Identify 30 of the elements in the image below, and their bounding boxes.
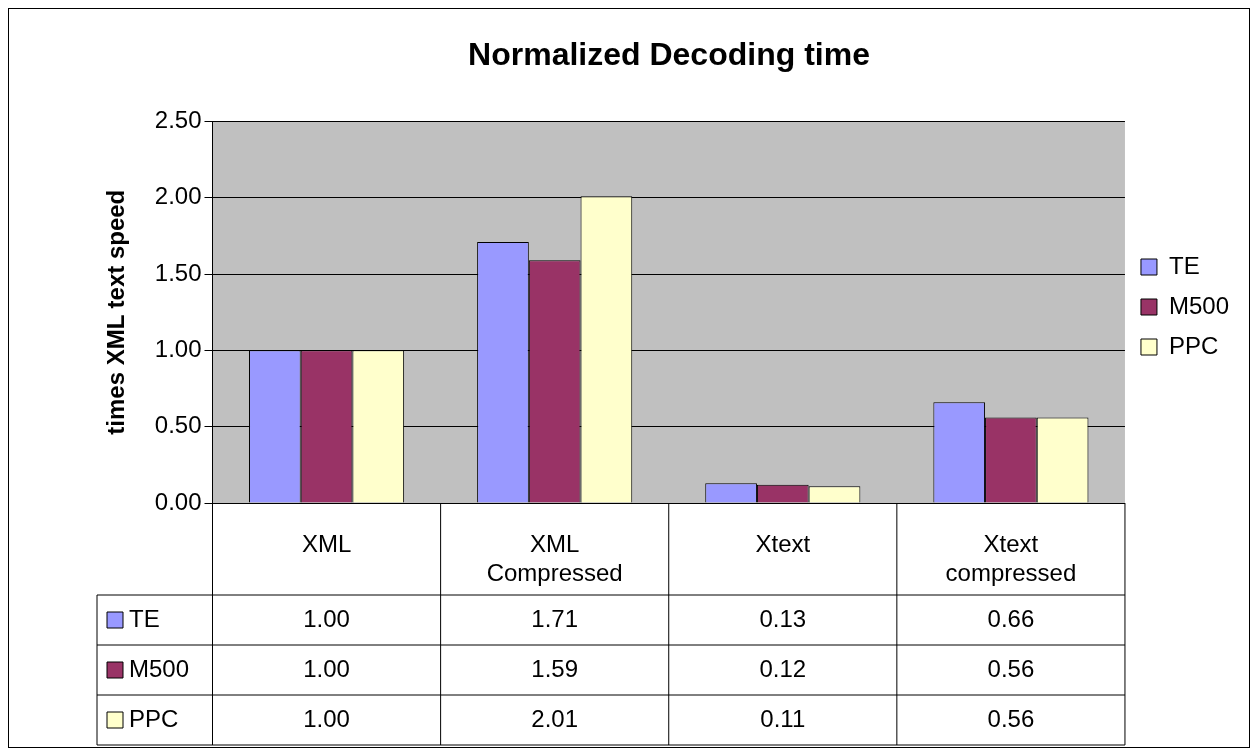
x-tick-label: XML Compressed <box>486 530 623 586</box>
data-label: 1.00 <box>303 654 350 682</box>
x-tick-label: Xtext compressed <box>945 530 1077 586</box>
chart-title: Normalized Decoding time <box>468 36 870 73</box>
x-tick-label: XML <box>301 530 352 558</box>
x-tick-label: Xtext <box>755 530 811 558</box>
text: PPC <box>129 704 179 732</box>
data-label: 0.11 <box>760 704 806 732</box>
text: TE <box>1168 251 1200 279</box>
data-label: 1.00 <box>303 604 350 632</box>
data-label: 0.66 <box>987 604 1035 632</box>
y-tick-label: 0.00 <box>154 487 202 515</box>
data-label: 1.71 <box>531 604 579 632</box>
legend-label: TE <box>129 604 160 632</box>
legend-label: PPC <box>1168 331 1219 359</box>
y-tick-label: 0.50 <box>154 411 202 439</box>
y-tick-label: 1.50 <box>154 258 202 286</box>
y-tick-label: 1.00 <box>154 334 202 362</box>
legend-label: M500 <box>1168 291 1230 319</box>
data-label: 1.59 <box>531 654 579 682</box>
data-label: 0.56 <box>987 704 1035 732</box>
data-label: 2.01 <box>531 704 579 732</box>
y-tick-label: 2.50 <box>154 106 202 134</box>
data-label: 0.13 <box>759 604 807 632</box>
y-tick-label: 2.00 <box>154 182 202 210</box>
data-label: 0.12 <box>759 654 807 682</box>
data-label: 1.00 <box>303 704 350 732</box>
data-label: 0.56 <box>987 654 1035 682</box>
y-axis-title: times XML text speed <box>102 189 130 435</box>
text: M500 <box>129 654 190 682</box>
